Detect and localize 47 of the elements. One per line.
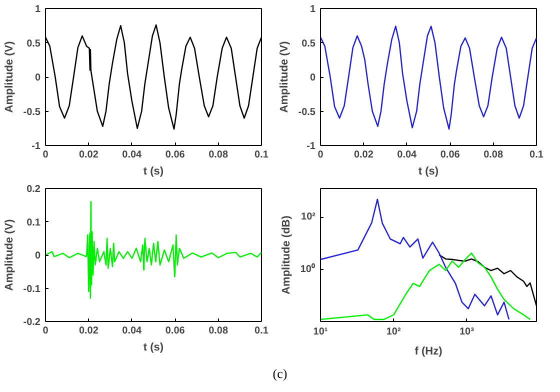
x-axis-title: t (s)	[143, 342, 164, 354]
y-tick-label: -0.1	[23, 284, 41, 295]
x-tick-label: 0.04	[122, 150, 142, 160]
y-tick-label: 10²	[301, 212, 316, 223]
x-tick-label: 0.1	[254, 326, 269, 336]
y-tick-label: 1	[310, 4, 316, 15]
x-tick-label: 0.08	[208, 150, 228, 160]
x-tick-label: 0.06	[165, 150, 186, 160]
y-tick-label: 0	[34, 250, 41, 262]
y-tick-label: -0.5	[23, 106, 41, 118]
y-axis-title: Amplitude (V)	[3, 218, 16, 291]
y-axis-title: Amplitude (V)	[3, 40, 16, 113]
x-axis-title: t (s)	[143, 166, 164, 178]
x-tick-label: 0.1	[254, 150, 269, 160]
x-tick-label: 0.08	[208, 326, 228, 336]
text: (c)	[272, 365, 288, 383]
x-tick-label: 0.02	[78, 150, 99, 160]
x-tick-label: 10³	[460, 326, 475, 338]
y-tick-label: 0.1	[26, 217, 41, 228]
y-tick-label: 0	[34, 72, 41, 84]
y-tick-label: -0.5	[298, 106, 316, 118]
x-tick-label: 0	[42, 326, 49, 336]
x-tick-label: 10²	[386, 326, 402, 338]
x-tick-label: 0.04	[122, 326, 142, 336]
y-tick-label: 1	[34, 4, 41, 15]
x-tick-label: 0.02	[78, 326, 99, 336]
x-axis-title: t (s)	[418, 166, 439, 178]
y-axis-title: Amplitude (dB)	[280, 215, 292, 294]
y-tick-label: 10⁰	[300, 262, 316, 275]
y-tick-label: 0.5	[302, 38, 316, 50]
y-tick-label: -1	[306, 141, 316, 152]
x-tick-label: 0.08	[484, 150, 504, 160]
x-axis-title: f (Hz)	[414, 346, 443, 358]
x-tick-label: 0.02	[354, 150, 374, 160]
x-tick-label: 10¹	[313, 326, 328, 338]
x-tick-label: 0.06	[440, 150, 460, 160]
y-axis-title: Amplitude (V)	[278, 40, 290, 113]
x-tick-label: 0	[42, 150, 49, 160]
y-tick-label: -1	[32, 141, 41, 152]
x-tick-label: 0.06	[165, 326, 186, 336]
x-tick-label: 0	[318, 150, 324, 160]
x-tick-label: 0.04	[397, 150, 418, 160]
x-tick-label: 0.1	[530, 150, 544, 160]
y-tick-label: 0	[310, 72, 316, 84]
y-tick-label: -0.2	[23, 317, 41, 328]
y-tick-label: 0.2	[26, 184, 41, 195]
y-tick-label: 0.5	[26, 38, 41, 50]
